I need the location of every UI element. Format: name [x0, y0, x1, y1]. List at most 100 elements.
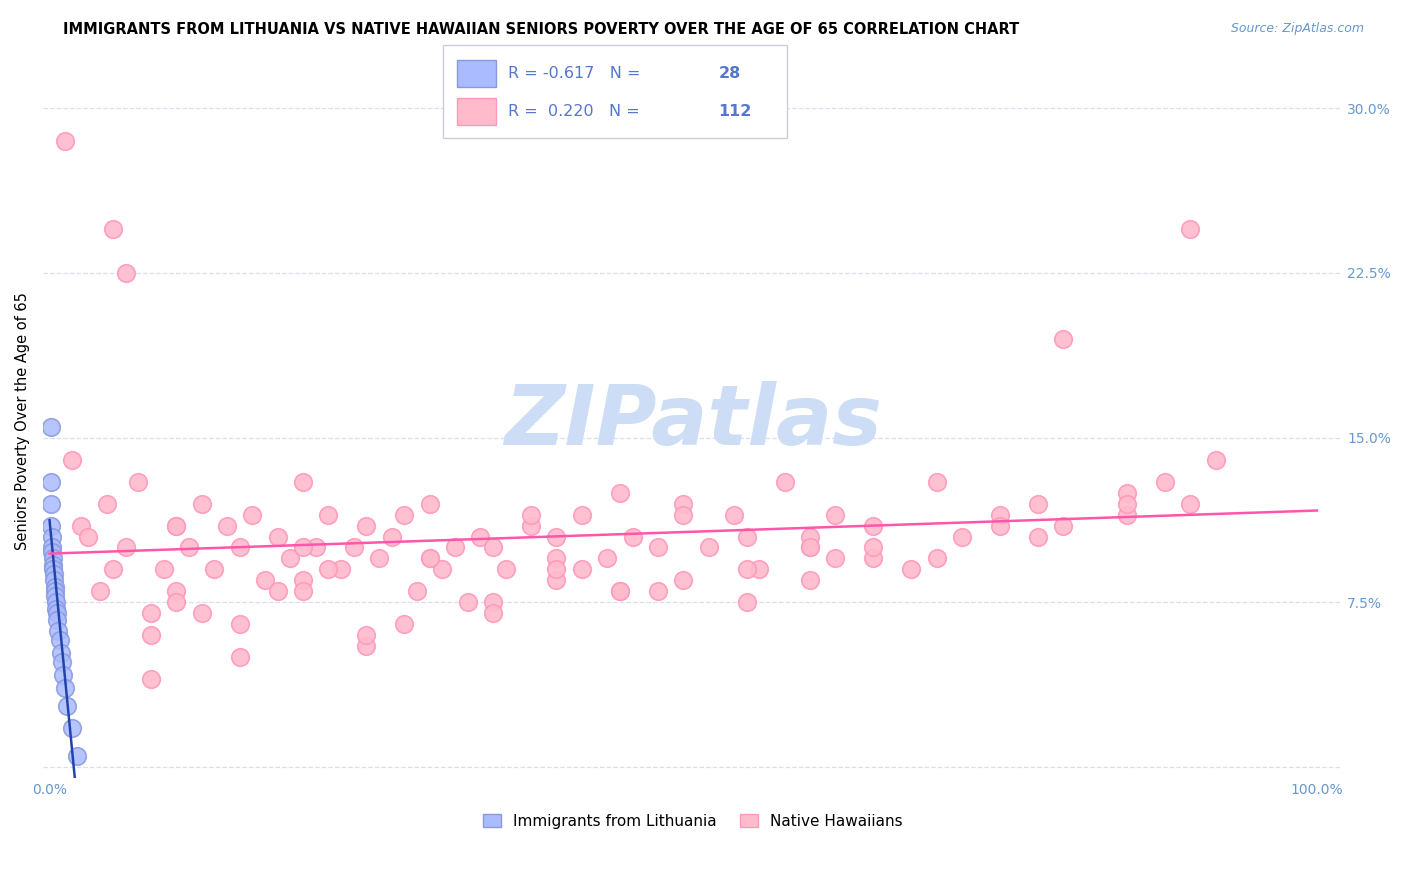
Point	[165, 518, 187, 533]
Point	[53, 681, 76, 695]
Point	[609, 485, 631, 500]
Point	[343, 541, 366, 555]
Point	[672, 574, 695, 588]
Point	[621, 529, 644, 543]
Point	[253, 574, 276, 588]
Point	[1052, 518, 1074, 533]
Point	[773, 475, 796, 489]
Point	[89, 584, 111, 599]
Point	[60, 721, 83, 735]
Point	[42, 558, 65, 572]
Point	[39, 475, 62, 489]
Point	[609, 584, 631, 599]
Point	[546, 529, 568, 543]
Point	[988, 508, 1011, 522]
Point	[596, 551, 619, 566]
Point	[228, 541, 250, 555]
Point	[546, 574, 568, 588]
Y-axis label: Seniors Poverty Over the Age of 65: Seniors Poverty Over the Age of 65	[15, 293, 30, 550]
Point	[546, 562, 568, 576]
Point	[520, 518, 543, 533]
Point	[114, 541, 136, 555]
Point	[1205, 452, 1227, 467]
Point	[862, 518, 884, 533]
Point	[51, 655, 73, 669]
Point	[672, 508, 695, 522]
Point	[127, 475, 149, 489]
Point	[735, 562, 758, 576]
Point	[394, 617, 416, 632]
Point	[735, 529, 758, 543]
Point	[356, 628, 378, 642]
Point	[546, 551, 568, 566]
Point	[419, 497, 441, 511]
Point	[368, 551, 391, 566]
Point	[41, 518, 63, 533]
Point	[46, 613, 69, 627]
Point	[202, 562, 225, 576]
Point	[56, 698, 79, 713]
Text: R = -0.617   N =: R = -0.617 N =	[508, 66, 645, 80]
Point	[266, 584, 288, 599]
Point	[42, 562, 65, 576]
Point	[330, 562, 353, 576]
Point	[41, 545, 63, 559]
Point	[165, 584, 187, 599]
Point	[46, 607, 69, 621]
Point	[49, 646, 72, 660]
Point	[44, 589, 66, 603]
Point	[96, 497, 118, 511]
Point	[824, 551, 846, 566]
Point	[419, 551, 441, 566]
Point	[1026, 497, 1049, 511]
Point	[240, 508, 263, 522]
Point	[862, 541, 884, 555]
Point	[41, 541, 63, 555]
Point	[799, 541, 821, 555]
Point	[444, 541, 467, 555]
Text: ZIPatlas: ZIPatlas	[503, 381, 882, 462]
Point	[152, 562, 174, 576]
Point	[799, 574, 821, 588]
Point	[799, 529, 821, 543]
Point	[697, 541, 720, 555]
Point	[48, 624, 70, 638]
Point	[356, 518, 378, 533]
Point	[278, 551, 301, 566]
Point	[266, 529, 288, 543]
Point	[988, 518, 1011, 533]
Point	[647, 584, 669, 599]
Point	[139, 607, 162, 621]
Point	[1115, 485, 1137, 500]
Point	[70, 518, 93, 533]
Point	[66, 749, 89, 764]
Point	[114, 266, 136, 280]
Point	[647, 541, 669, 555]
Point	[101, 562, 124, 576]
Point	[482, 541, 505, 555]
Point	[165, 595, 187, 609]
Text: R =  0.220   N =: R = 0.220 N =	[508, 104, 644, 119]
Point	[1115, 497, 1137, 511]
Point	[42, 574, 65, 588]
Point	[748, 562, 770, 576]
Point	[318, 508, 340, 522]
Point	[139, 628, 162, 642]
Point	[52, 668, 75, 682]
Text: 28: 28	[718, 66, 741, 80]
Point	[101, 222, 124, 236]
Point	[39, 497, 62, 511]
Point	[228, 650, 250, 665]
Point	[292, 584, 315, 599]
Point	[1178, 497, 1201, 511]
Point	[457, 595, 479, 609]
Point	[292, 475, 315, 489]
Text: IMMIGRANTS FROM LITHUANIA VS NATIVE HAWAIIAN SENIORS POVERTY OVER THE AGE OF 65 : IMMIGRANTS FROM LITHUANIA VS NATIVE HAWA…	[63, 22, 1019, 37]
Point	[41, 551, 63, 566]
Point	[39, 419, 62, 434]
Point	[60, 452, 83, 467]
Point	[228, 617, 250, 632]
Point	[292, 541, 315, 555]
Point	[406, 584, 429, 599]
Text: Source: ZipAtlas.com: Source: ZipAtlas.com	[1230, 22, 1364, 36]
